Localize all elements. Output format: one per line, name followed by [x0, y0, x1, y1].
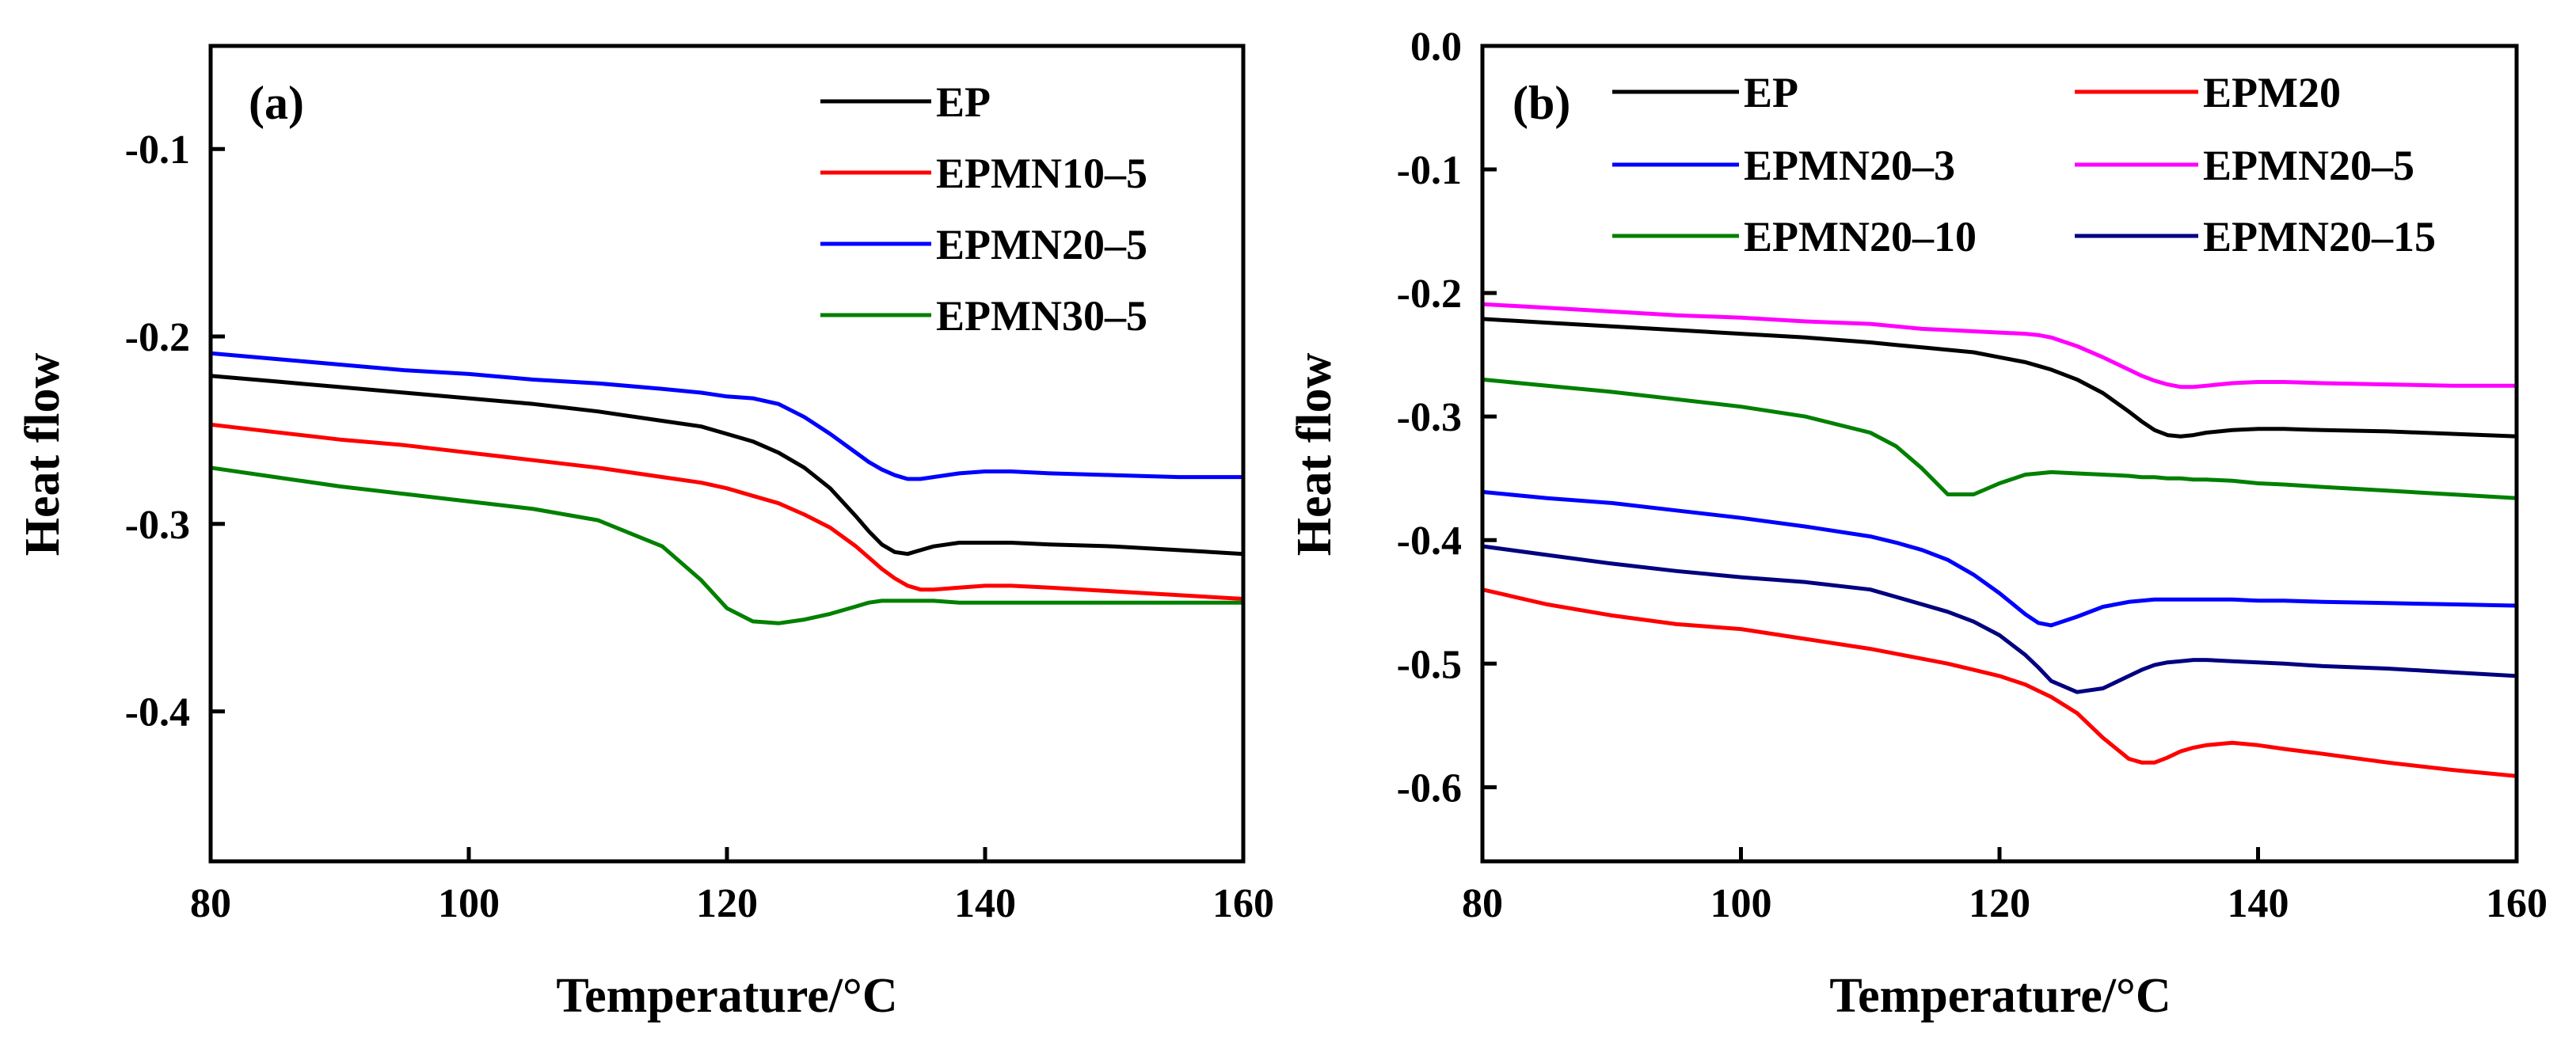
panel-label: (a): [249, 77, 304, 129]
legend-label: EP: [936, 78, 991, 126]
legend-label: EPMN20–5: [2203, 142, 2414, 189]
x-axis-title: Temperature/°C: [1829, 969, 2171, 1023]
legend-label: EPM20: [2203, 69, 2341, 116]
legend-label: EPMN20–10: [1744, 213, 1977, 260]
y-tick-label: -0.4: [1397, 519, 1462, 564]
x-axis-title: Temperature/°C: [556, 969, 897, 1023]
legend-label: EP: [1744, 69, 1798, 116]
legend-label: EPMN20–15: [2203, 213, 2436, 260]
y-axis-title: Heat flow: [16, 353, 70, 557]
x-tick-label: 160: [2486, 881, 2547, 926]
y-tick-label: -0.6: [1397, 766, 1462, 811]
x-tick-label: 100: [438, 881, 500, 926]
panel-label: (b): [1512, 77, 1570, 129]
y-tick-label: -0.1: [125, 127, 190, 173]
series-line-4: [1480, 377, 2519, 500]
series-line-3: [1480, 302, 2519, 390]
series-line-2: [1480, 489, 2519, 628]
legend-label: EPMN10–5: [936, 150, 1147, 197]
chart-panel-b: 80 100 120 140 160 0.0 -0.1 -0.2 -0.3 -0.4 -0.5 -0.…: [1288, 25, 2547, 1023]
legend-label: EPMN20–5: [936, 221, 1147, 268]
x-tick-label: 100: [1710, 881, 1772, 926]
y-tick-label: -0.3: [1397, 395, 1462, 440]
x-tick-label: 140: [954, 881, 1016, 926]
y-tick-label: -0.4: [125, 690, 190, 735]
x-tick-label: 160: [1212, 881, 1274, 926]
series-line-0: [208, 374, 1246, 557]
legend-label: EPMN20–3: [1744, 142, 1955, 189]
x-tick-label: 80: [1462, 881, 1503, 926]
y-tick-label: -0.2: [125, 315, 190, 360]
x-tick-label: 120: [696, 881, 758, 926]
chart-panel-a: 80 100 120 140 160 -0.1 -0.2 -0.3 -0.4 (a) Tempe…: [16, 44, 1274, 1023]
x-tick-label: 140: [2228, 881, 2289, 926]
series-line-3: [208, 466, 1246, 625]
y-tick-label: -0.3: [125, 503, 190, 548]
y-axis-title: Heat flow: [1288, 353, 1341, 557]
y-tick-label: 0.0: [1410, 25, 1462, 70]
series-line-1: [208, 422, 1246, 601]
series-line-1: [1480, 587, 2519, 778]
y-tick-label: -0.5: [1397, 642, 1462, 687]
y-tick-label: -0.1: [1397, 148, 1462, 193]
x-tick-label: 80: [190, 881, 231, 926]
x-tick-label: 120: [1969, 881, 2030, 926]
series-line-2: [208, 351, 1246, 481]
legend-label: EPMN30–5: [936, 292, 1147, 340]
y-tick-label: -0.2: [1397, 272, 1462, 317]
series-line-5: [1480, 544, 2519, 694]
series-line-0: [1480, 317, 2519, 439]
